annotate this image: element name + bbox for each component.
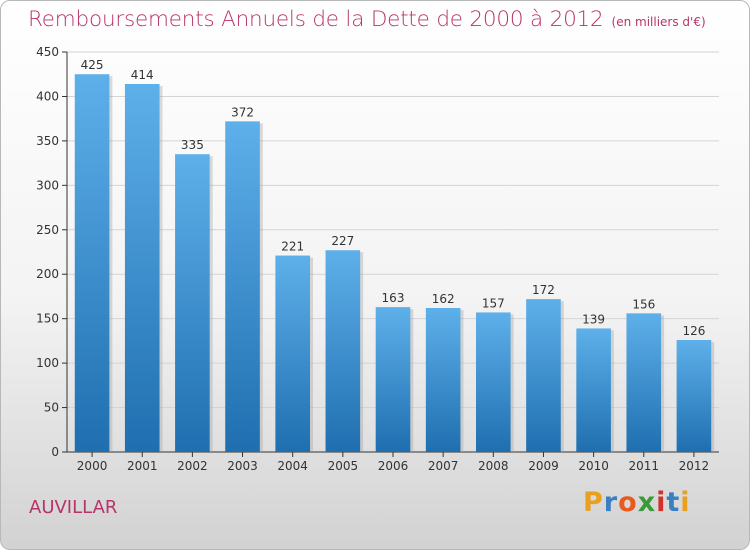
x-tick-label: 2002 [177,459,208,471]
y-tick-label: 50 [44,401,59,415]
bar [425,308,461,452]
bar [676,340,712,452]
y-tick-label: 150 [36,312,59,326]
bar-value-label: 372 [231,105,254,119]
commune-name: AUVILLAR [29,497,118,518]
bar-value-label: 227 [331,234,354,248]
bar-value-label: 126 [682,324,705,338]
logo-letter: P [583,487,604,518]
bar [74,74,110,452]
x-tick-label: 2001 [127,459,158,471]
x-tick-label: 2000 [77,459,108,471]
x-tick-label: 2004 [277,459,308,471]
logo-letter: t [666,487,681,518]
x-tick-label: 2006 [378,459,409,471]
x-tick-label: 2010 [578,459,609,471]
bar-value-label: 221 [281,240,304,254]
x-tick-label: 2003 [227,459,258,471]
bar [375,307,411,452]
x-tick-label: 2009 [528,459,559,471]
bar-value-label: 414 [131,68,154,82]
bar [476,312,511,452]
chart-title: Remboursements Annuels de la Dette de 20… [28,7,706,32]
y-tick-label: 100 [36,356,59,370]
bar-value-label: 156 [632,297,655,311]
y-tick-label: 0 [51,445,59,459]
logo-letter: i [680,487,691,518]
bar [275,255,310,452]
bar [526,299,561,452]
bar-value-label: 139 [582,312,605,326]
x-tick-label: 2011 [628,459,659,471]
x-tick-label: 2012 [679,459,710,471]
bar-value-label: 163 [382,291,405,305]
y-tick-label: 200 [36,267,59,281]
y-tick-label: 450 [36,45,59,59]
x-tick-label: 2008 [478,459,509,471]
proxiti-logo: Proxiti [583,487,691,518]
unit-note: (en milliers d'€) [611,15,706,29]
bar [626,313,662,452]
logo-letter: i [656,487,667,518]
y-tick-label: 400 [36,89,59,103]
bar-value-label: 335 [181,138,204,152]
title-text: Remboursements Annuels de la Dette de 20… [28,7,604,32]
x-tick-label: 2005 [328,459,359,471]
bar [175,154,210,452]
bar-value-label: 425 [81,58,104,72]
bar-chart: 0 50 100 150 200 250 300 350 400 450 425 2000 414 200… [36,45,719,471]
y-tick-label: 300 [36,178,59,192]
y-tick-label: 350 [36,134,59,148]
logo-letter: o [618,487,638,518]
x-tick-label: 2007 [428,459,459,471]
logo-letter: x [637,487,657,518]
bar-value-label: 162 [432,292,455,306]
bar [325,250,361,452]
bar [124,84,160,452]
y-tick-label: 250 [36,223,59,237]
bar-value-label: 172 [532,283,555,297]
logo-letter: r [603,487,619,518]
bar [576,328,611,452]
bar [225,121,260,452]
bar-value-label: 157 [482,296,505,310]
